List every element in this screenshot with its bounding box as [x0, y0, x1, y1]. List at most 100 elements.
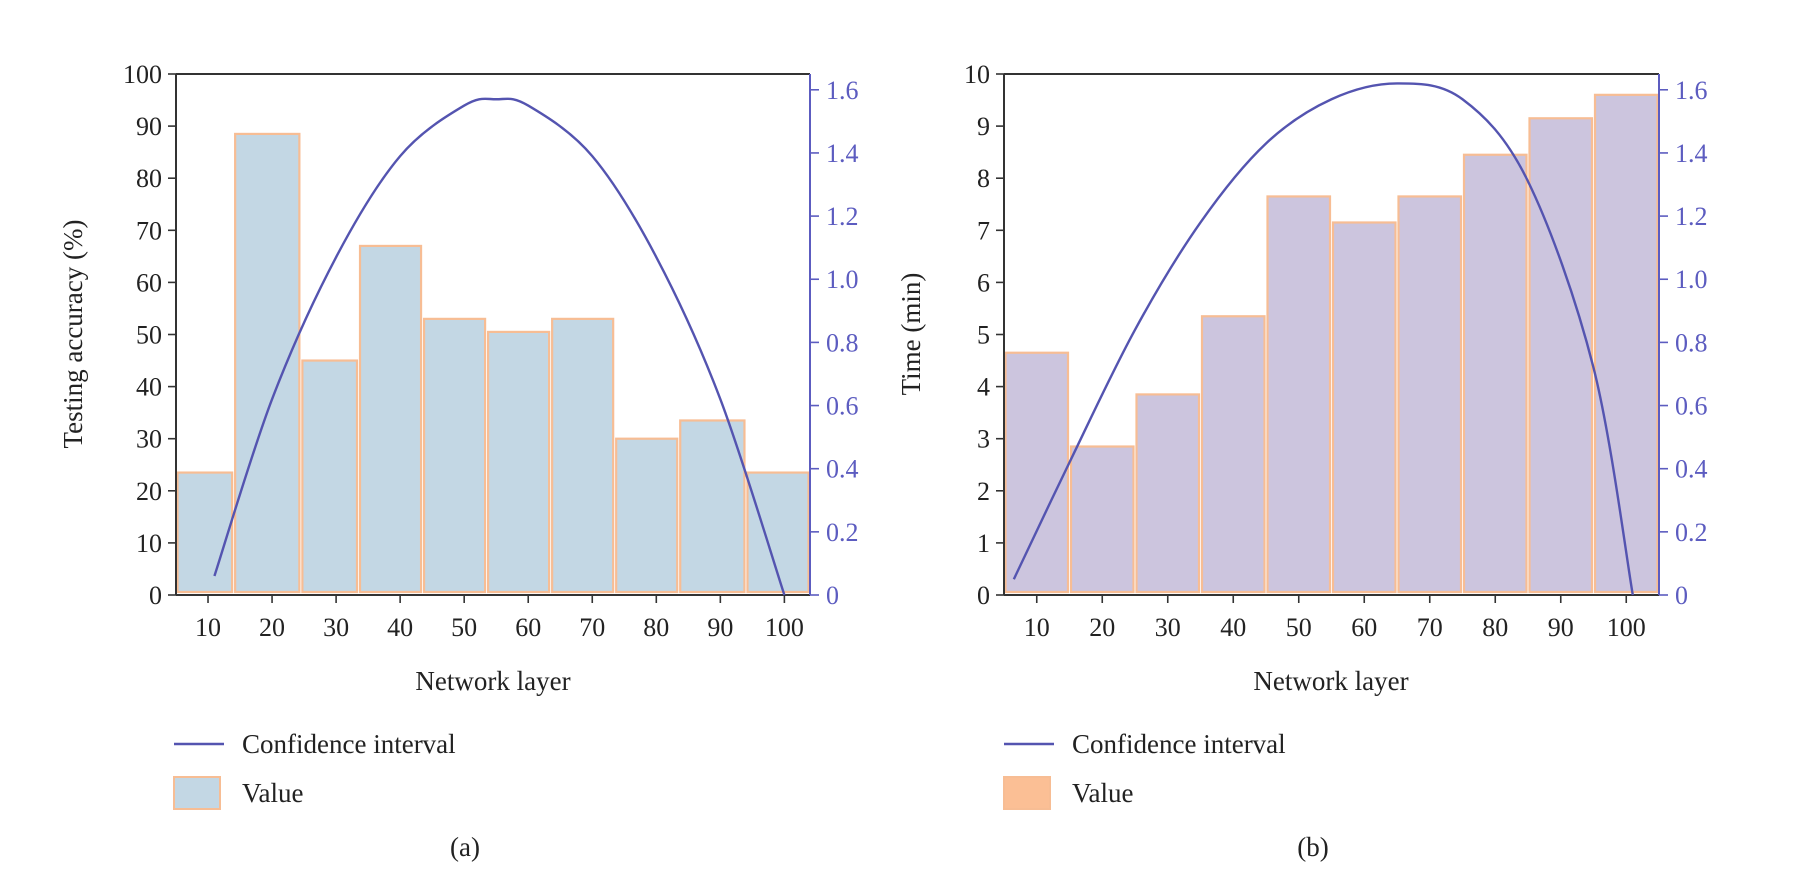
bars	[176, 132, 810, 594]
bar-3	[1135, 393, 1201, 594]
x-tick-label: 20	[1089, 613, 1115, 642]
x-tick-label: 80	[643, 613, 669, 642]
y-tick-label: 5	[977, 321, 990, 350]
y-tick-label: 9	[977, 112, 990, 141]
x-tick-label: 90	[1548, 613, 1574, 642]
x-tick-label: 100	[765, 613, 804, 642]
y-tick-label: 0	[977, 581, 990, 610]
bar-6	[486, 330, 551, 594]
y-axis-label: Time (min)	[896, 273, 926, 396]
y-tick-label: 8	[977, 164, 990, 193]
y2-tick-label: 1.4	[826, 139, 859, 168]
y-tick-label: 10	[964, 60, 990, 89]
x-tick-label: 60	[515, 613, 541, 642]
legend-bar-swatch	[1003, 776, 1051, 810]
y2-tick-label: 1.6	[826, 76, 859, 105]
y-axis-label: Testing accuracy (%)	[58, 220, 88, 449]
x-tick-label: 100	[1607, 613, 1646, 642]
y2-tick-label: 0	[826, 581, 839, 610]
y2-tick-label: 0.4	[826, 455, 859, 484]
y-tick-label: 20	[136, 477, 162, 506]
bar-3	[301, 359, 359, 594]
y2-tick-label: 1.0	[826, 265, 859, 294]
y2-tick-label: 0.4	[1675, 455, 1708, 484]
legend-bar-swatch	[173, 776, 221, 810]
y-tick-label: 4	[977, 373, 990, 402]
x-tick-label: 70	[1417, 613, 1443, 642]
bar-2	[234, 132, 301, 594]
y2-tick-label: 1.6	[1675, 76, 1708, 105]
y-tick-label: 90	[136, 112, 162, 141]
y-tick-label: 80	[136, 164, 162, 193]
legend: Confidence interval Value	[1003, 729, 1286, 810]
y2-tick-label: 1.2	[826, 202, 859, 231]
bar-7	[1397, 195, 1463, 594]
y-tick-label: 50	[136, 321, 162, 350]
y-ticks: 0 1 2 3 4 5 6 7 8 9 10	[964, 60, 1004, 610]
x-axis-label: Network layer	[415, 666, 570, 696]
legend: Confidence interval Value	[173, 729, 456, 810]
y-tick-label: 6	[977, 268, 990, 297]
legend-label-confidence-interval: Confidence interval	[1072, 729, 1286, 759]
bar-7	[551, 317, 615, 594]
x-ticks: 10 20 30 40 50 60 70 80 90 100	[195, 595, 804, 642]
y-tick-label: 10	[136, 529, 162, 558]
y2-tick-label: 0.2	[1675, 518, 1708, 547]
legend-label-value: Value	[242, 778, 303, 808]
y-tick-label: 100	[123, 60, 162, 89]
y2-tick-label: 0.8	[826, 328, 859, 357]
y-ticks: 0 10 20 30 40 50 60 70 80 90 100	[123, 60, 176, 610]
x-tick-label: 50	[451, 613, 477, 642]
y2-tick-label: 0.6	[826, 392, 859, 421]
y2-ticks: 0 0.2 0.4 0.6 0.8 1.0 1.2 1.4 1.6	[810, 76, 859, 610]
panel-label: (b)	[1297, 832, 1328, 862]
bar-5	[1266, 195, 1332, 594]
bar-1	[1004, 351, 1070, 594]
confidence-interval-curve	[1012, 82, 1634, 596]
x-tick-label: 40	[387, 613, 413, 642]
y2-ticks: 0 0.2 0.4 0.6 0.8 1.0 1.2 1.4 1.6	[1659, 76, 1708, 610]
x-tick-label: 80	[1482, 613, 1508, 642]
y-tick-label: 60	[136, 268, 162, 297]
x-tick-label: 30	[323, 613, 349, 642]
y2-tick-label: 0.2	[826, 518, 859, 547]
x-tick-label: 70	[579, 613, 605, 642]
y2-tick-label: 0.6	[1675, 392, 1708, 421]
y-tick-label: 3	[977, 425, 990, 454]
y2-tick-label: 0.8	[1675, 328, 1708, 357]
y2-tick-label: 0	[1675, 581, 1688, 610]
chart-panel-a: 0 10 20 30 40 50 60 70 80 90 100 0 0.2 0.4 0.6 0.8 1.0 1.…	[58, 60, 859, 862]
bar-2	[1069, 445, 1135, 594]
x-tick-label: 40	[1220, 613, 1246, 642]
legend-label-value: Value	[1072, 778, 1133, 808]
y-tick-label: 70	[136, 216, 162, 245]
x-tick-label: 50	[1286, 613, 1312, 642]
bars	[1004, 93, 1659, 594]
bar-4	[358, 244, 423, 594]
legend-label-confidence-interval: Confidence interval	[242, 729, 456, 759]
x-tick-label: 20	[259, 613, 285, 642]
y-tick-label: 7	[977, 216, 990, 245]
y-tick-label: 40	[136, 373, 162, 402]
bar-4	[1200, 315, 1266, 594]
bar-10	[1593, 93, 1659, 594]
x-tick-label: 10	[1024, 613, 1050, 642]
y2-tick-label: 1.0	[1675, 265, 1708, 294]
bar-9	[1528, 117, 1594, 594]
bar-9	[679, 419, 746, 594]
confidence-interval-curve	[213, 97, 786, 596]
bar-1	[176, 471, 234, 594]
y-tick-label: 0	[149, 581, 162, 610]
bar-8	[1462, 153, 1528, 594]
x-axis-label: Network layer	[1253, 666, 1408, 696]
x-tick-label: 60	[1351, 613, 1377, 642]
panel-label: (a)	[450, 832, 480, 862]
y-tick-label: 2	[977, 477, 990, 506]
x-tick-label: 10	[195, 613, 221, 642]
x-ticks: 10 20 30 40 50 60 70 80 90 100	[1024, 595, 1646, 642]
x-tick-label: 90	[707, 613, 733, 642]
bar-6	[1331, 221, 1397, 594]
